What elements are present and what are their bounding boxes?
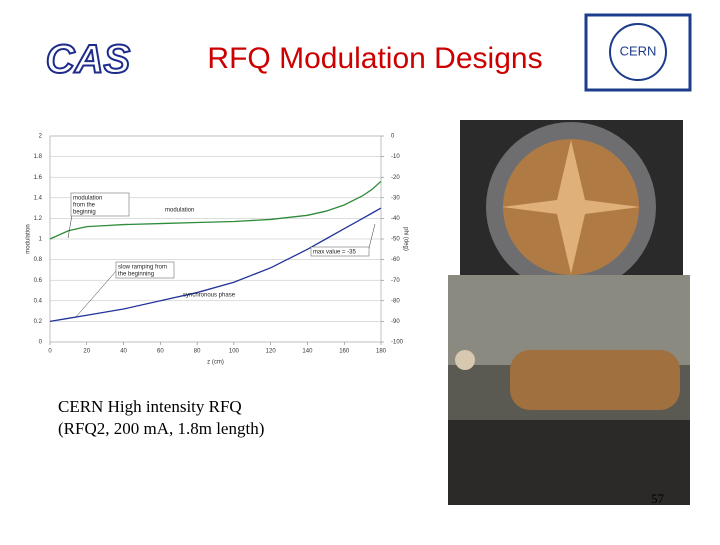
y-tick-label: 0 bbox=[39, 340, 43, 346]
y-tick-label: 0.4 bbox=[34, 298, 43, 304]
annotation: modulation bbox=[165, 208, 194, 214]
y-tick-label: 0.8 bbox=[34, 257, 43, 263]
x-tick-label: 100 bbox=[229, 349, 240, 355]
vanes bbox=[502, 140, 640, 274]
y-tick-label: 1.2 bbox=[34, 216, 43, 222]
y2-tick-label: -10 bbox=[391, 154, 400, 160]
logo-text: CERN bbox=[620, 43, 657, 58]
y-tick-label: 1.8 bbox=[34, 154, 43, 160]
annotation: beginnig bbox=[73, 210, 96, 216]
x-tick-label: 140 bbox=[302, 349, 313, 355]
y-tick-label: 0.2 bbox=[34, 319, 43, 325]
y2-tick-label: -40 bbox=[391, 216, 400, 222]
annotation-box bbox=[115, 261, 175, 279]
y2-tick-label: -60 bbox=[391, 257, 400, 263]
y-axis-label: modulation bbox=[26, 224, 32, 253]
x-tick-label: 0 bbox=[48, 349, 52, 355]
y-tick-label: 1.4 bbox=[34, 195, 43, 201]
y2-tick-label: -50 bbox=[391, 237, 400, 243]
photo-top bbox=[460, 120, 683, 295]
series-line bbox=[49, 207, 382, 323]
x-tick-label: 180 bbox=[376, 349, 387, 355]
chart: 00.20.40.60.811.21.41.61.82-100-90-80-70… bbox=[26, 134, 409, 366]
annotation-box bbox=[310, 246, 370, 257]
photo-bottom bbox=[448, 275, 690, 505]
y2-axis-label: phi (deg) bbox=[402, 227, 408, 251]
cas-logo: CAS bbox=[46, 38, 131, 82]
y-tick-label: 1 bbox=[39, 237, 43, 243]
y2-tick-label: -90 bbox=[391, 319, 400, 325]
y-tick-label: 1.6 bbox=[34, 175, 43, 181]
y2-tick-label: -20 bbox=[391, 175, 400, 181]
page-number: 57 bbox=[651, 491, 665, 506]
y2-tick-label: 0 bbox=[391, 134, 395, 140]
annotation: from the bbox=[73, 203, 96, 209]
person bbox=[455, 350, 475, 370]
logo-frame bbox=[584, 13, 692, 92]
x-tick-label: 160 bbox=[339, 349, 350, 355]
leader-line bbox=[67, 214, 73, 239]
annotation: modulation bbox=[73, 196, 102, 202]
y2-tick-label: -80 bbox=[391, 298, 400, 304]
x-tick-label: 80 bbox=[194, 349, 201, 355]
logo-ring bbox=[609, 23, 667, 81]
caption: (RFQ2, 200 mA, 1.8m length) bbox=[58, 419, 264, 438]
caption: CERN High intensity RFQ bbox=[58, 397, 242, 416]
y-tick-label: 2 bbox=[39, 134, 43, 140]
annotation-box bbox=[70, 192, 130, 217]
y2-tick-label: -30 bbox=[391, 195, 400, 201]
annotation: the beginning bbox=[118, 272, 154, 278]
y-tick-label: 0.6 bbox=[34, 278, 43, 284]
annotation: synchronous phase bbox=[183, 293, 236, 299]
annotation: slow ramping from bbox=[118, 265, 167, 271]
x-tick-label: 20 bbox=[83, 349, 90, 355]
y2-tick-label: -70 bbox=[391, 278, 400, 284]
cern-logo: CERN bbox=[584, 13, 692, 92]
x-tick-label: 40 bbox=[120, 349, 127, 355]
x-axis-label: z (cm) bbox=[207, 360, 224, 366]
x-tick-label: 120 bbox=[266, 349, 277, 355]
slide-title: RFQ Modulation Designs bbox=[207, 42, 542, 75]
series-line bbox=[49, 180, 382, 240]
rfq-body bbox=[510, 350, 680, 410]
annotation: max value = -35 bbox=[313, 250, 357, 256]
x-tick-label: 60 bbox=[157, 349, 164, 355]
y2-tick-label: -100 bbox=[391, 340, 404, 346]
bench bbox=[448, 420, 690, 505]
leader-line bbox=[74, 269, 118, 319]
